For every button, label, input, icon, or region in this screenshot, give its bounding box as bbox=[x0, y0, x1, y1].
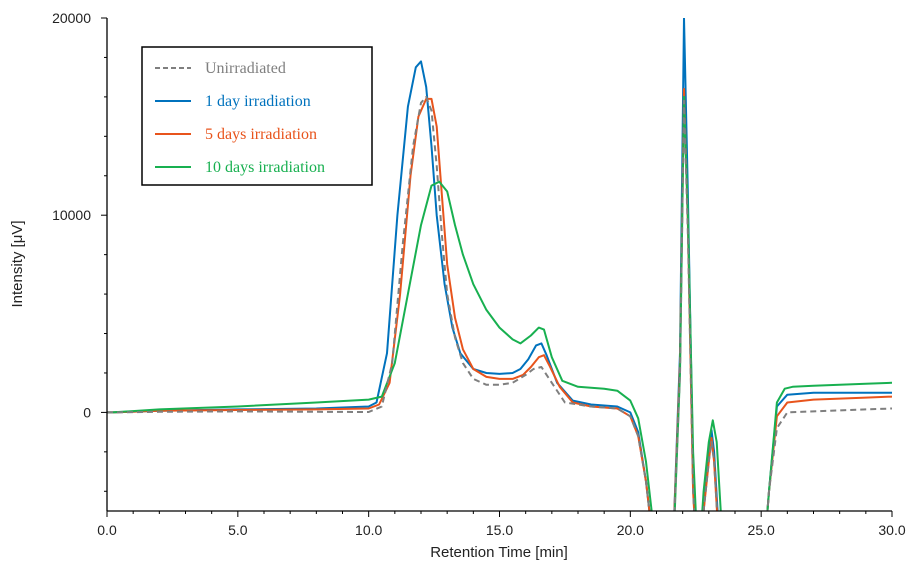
legend-label-3: 10 days irradiation bbox=[205, 159, 325, 176]
legend-label-2: 5 days irradiation bbox=[205, 126, 317, 143]
x-tick-label: 20.0 bbox=[617, 522, 644, 538]
x-axis-label: Retention Time [min] bbox=[430, 544, 568, 561]
y-axis-label: Intensity [μV] bbox=[9, 220, 26, 307]
x-tick-label: 30.0 bbox=[878, 522, 905, 538]
y-tick-label: 10000 bbox=[52, 207, 91, 223]
series-line-2 bbox=[107, 88, 892, 511]
series-line-3 bbox=[107, 95, 892, 511]
legend: Unirradiated 1 day irradiation 5 days irra… bbox=[141, 46, 373, 186]
x-tick-label: 10.0 bbox=[355, 522, 382, 538]
series-line-0 bbox=[107, 95, 892, 511]
plot-area bbox=[107, 18, 892, 511]
series-line-1 bbox=[107, 18, 892, 511]
x-tick-label: 0.0 bbox=[97, 522, 117, 538]
legend-label-1: 1 day irradiation bbox=[205, 93, 311, 110]
legend-box bbox=[141, 46, 373, 186]
y-tick-label: 20000 bbox=[52, 10, 91, 26]
legend-label-0: Unirradiated bbox=[205, 60, 286, 77]
y-tick-label: 0 bbox=[83, 404, 91, 420]
x-tick-label: 15.0 bbox=[486, 522, 513, 538]
x-tick-label: 25.0 bbox=[748, 522, 775, 538]
axis-ticks: 0.0 5.0 10.0 15.0 20.0 25.0 30.0 0 10000 20000 bbox=[52, 10, 906, 538]
x-tick-label: 5.0 bbox=[228, 522, 248, 538]
